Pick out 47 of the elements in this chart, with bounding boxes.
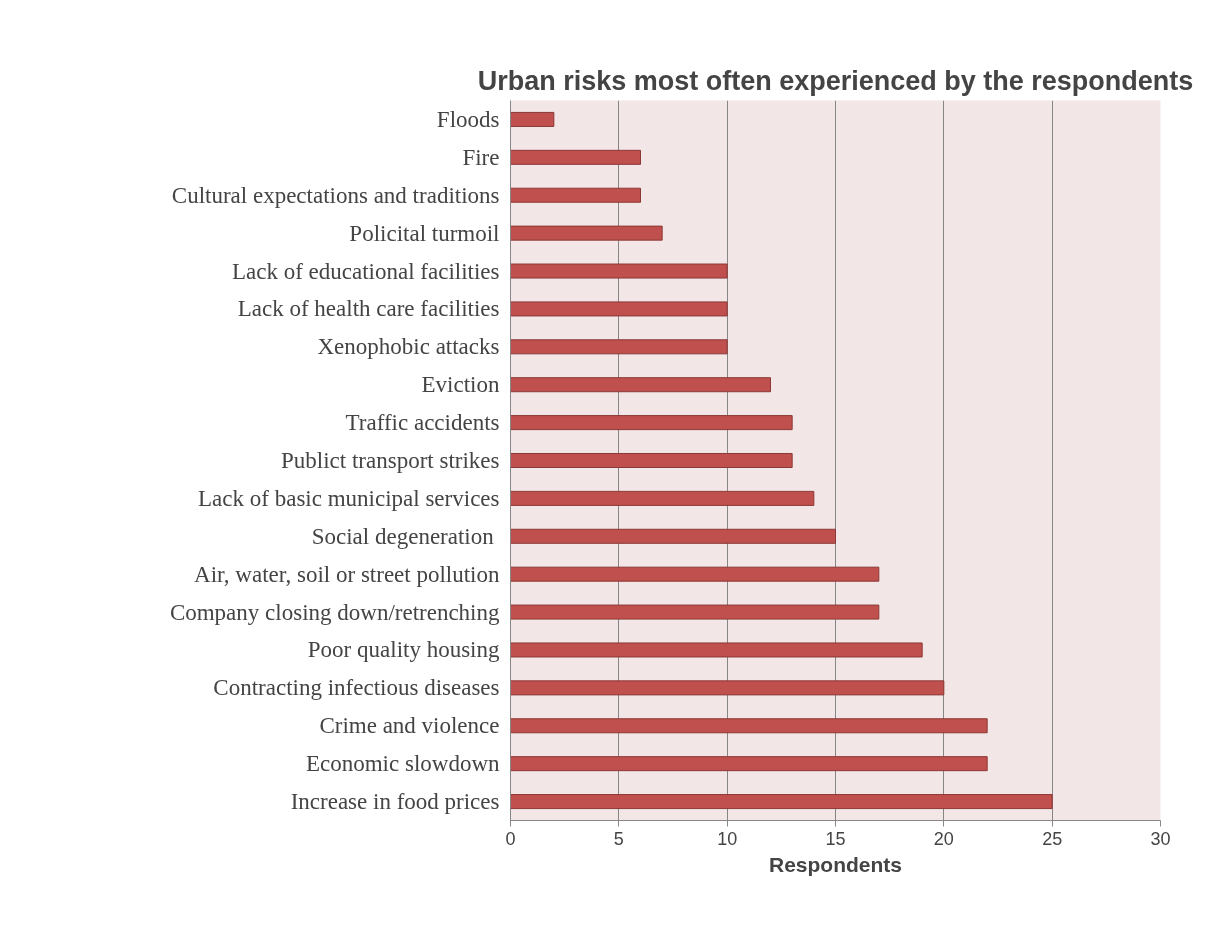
y-tick-label: Air, water, soil or street pollution [194, 561, 500, 587]
bar [510, 490, 815, 506]
y-tick-label: Lack of health care facilities [237, 296, 500, 322]
bar [510, 111, 555, 127]
y-tick-label: Policital turmoil [349, 220, 500, 246]
y-tick-label: Fire [462, 144, 500, 170]
y-tick-label: Company closing down/retrenching [169, 599, 500, 625]
bar [510, 187, 641, 203]
y-tick-label: Floods [436, 106, 500, 132]
bar [510, 718, 988, 734]
bar [510, 377, 771, 393]
x-tick-label: 5 [613, 828, 624, 849]
bar [510, 642, 923, 658]
bar [510, 339, 728, 355]
x-tick-label: 15 [825, 828, 846, 849]
y-tick-label: Economic slowdown [305, 751, 500, 777]
bar [510, 756, 988, 772]
y-tick-label: Eviction [421, 372, 500, 398]
bar [510, 680, 945, 696]
bar [510, 794, 1053, 810]
bar [510, 452, 793, 469]
x-tick-label: 0 [505, 828, 516, 849]
y-tick-label: Xenophobic attacks [317, 334, 500, 360]
chart-title: Urban risks most often experienced by the respondents [477, 65, 1194, 96]
y-tick-label: Contracting infectious diseases [213, 675, 500, 701]
y-tick-label: Publict transport strikes [281, 448, 500, 473]
bar [510, 225, 663, 241]
bar [510, 604, 880, 620]
x-tick-label: 10 [717, 828, 738, 849]
bar [510, 415, 793, 431]
bar [510, 149, 641, 165]
y-tick-label: Social degeneration [311, 523, 495, 549]
bar [510, 566, 880, 582]
bar [510, 301, 728, 317]
x-tick-label: 30 [1150, 828, 1171, 849]
x-axis-title: Respondents [768, 852, 903, 876]
bar [510, 263, 728, 279]
y-tick-label: Crime and violence [319, 713, 500, 739]
x-tick-label: 25 [1042, 828, 1063, 849]
bar [510, 528, 836, 544]
y-tick-label: Increase in food prices [290, 789, 500, 815]
y-tick-label: Lack of basic municipal services [198, 485, 500, 511]
x-tick-label: 20 [933, 828, 954, 849]
y-tick-label: Poor quality housing [307, 637, 500, 663]
y-tick-label: Cultural expectations and traditions [171, 182, 500, 208]
y-tick-label: Traffic accidents [345, 410, 500, 436]
y-tick-label: Lack of educational facilities [231, 258, 500, 284]
